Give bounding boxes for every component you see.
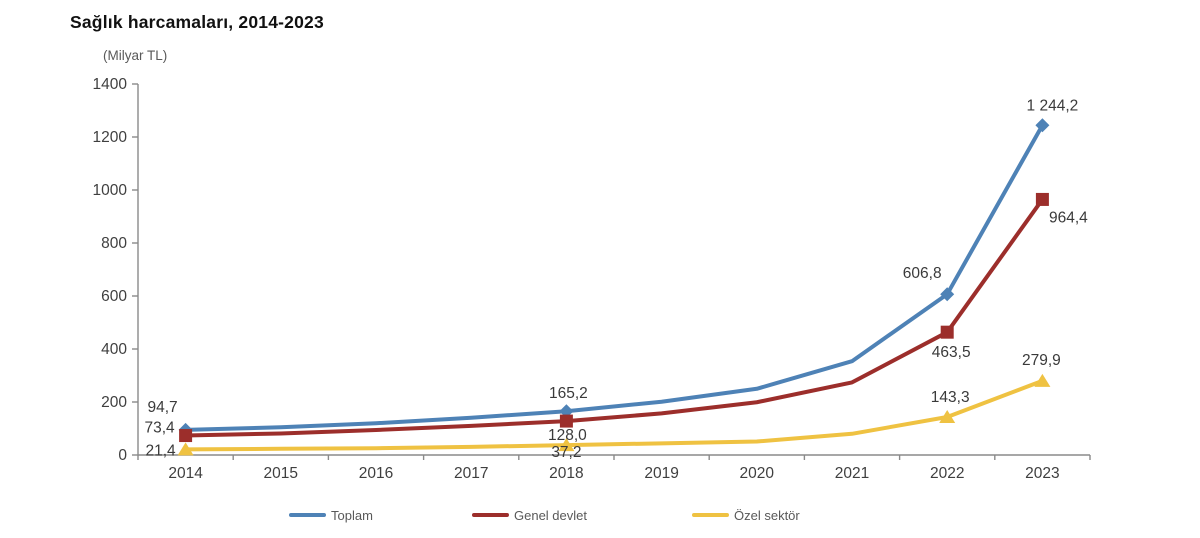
legend-label-toplam: Toplam: [331, 507, 373, 523]
y-axis-tick-label: 800: [101, 235, 127, 252]
x-axis-tick-label: 2015: [264, 465, 298, 482]
data-label: 37,2: [551, 444, 581, 461]
axis-unit-label: (Milyar TL): [103, 48, 168, 63]
series-line-0: [183, 123, 1045, 432]
legend-swatch-toplam: [289, 513, 326, 517]
x-axis-tick-label: 2014: [168, 465, 203, 482]
y-axis-tick-label: 600: [101, 288, 127, 305]
x-axis-tick-label: 2021: [835, 465, 869, 482]
y-axis-tick-label: 1200: [93, 129, 128, 146]
legend-label-ozel-sektor: Özel sektör: [734, 507, 800, 523]
series-line-2: [183, 378, 1045, 452]
legend-item-genel-devlet: Genel devlet: [472, 507, 587, 523]
data-label: 964,4: [1049, 209, 1088, 226]
series-line-1: [183, 197, 1045, 438]
x-axis-tick-label: 2018: [549, 465, 583, 482]
chart-title: Sağlık harcamaları, 2014-2023: [70, 12, 324, 32]
data-label: 94,7: [148, 399, 178, 416]
x-axis-tick-label: 2019: [644, 465, 678, 482]
marker-square: [940, 325, 954, 339]
data-label: 143,3: [931, 389, 970, 406]
data-label: 463,5: [932, 344, 971, 361]
marker-square: [1035, 192, 1049, 206]
legend-swatch-ozel-sektor: [692, 513, 729, 517]
marker-square: [179, 429, 193, 443]
marker-triangle: [558, 438, 575, 452]
legend: Toplam Genel devlet Özel sektör: [0, 507, 1200, 527]
marker-triangle: [939, 410, 956, 424]
legend-label-genel-devlet: Genel devlet: [514, 507, 587, 523]
y-axis-tick-label: 400: [101, 341, 127, 358]
data-label: 279,9: [1022, 352, 1061, 369]
marker-triangle: [177, 442, 194, 456]
marker-diamond: [1035, 118, 1050, 133]
x-axis-tick-label: 2017: [454, 465, 488, 482]
marker-diamond: [940, 287, 955, 302]
data-label: 128,0: [548, 427, 587, 444]
legend-swatch-genel-devlet: [472, 513, 509, 517]
legend-item-toplam: Toplam: [289, 507, 373, 523]
x-axis-tick-label: 2022: [930, 465, 964, 482]
marker-triangle: [1034, 373, 1051, 387]
data-label: 165,2: [549, 385, 588, 402]
data-label: 21,4: [146, 442, 177, 459]
data-label: 606,8: [903, 265, 942, 282]
marker-square: [559, 414, 573, 428]
x-axis-tick-label: 2023: [1025, 465, 1059, 482]
y-axis-tick-label: 1400: [93, 76, 128, 93]
x-axis-tick-label: 2016: [359, 465, 393, 482]
legend-item-ozel-sektor: Özel sektör: [692, 507, 800, 523]
y-axis-tick-label: 1000: [93, 182, 128, 199]
data-label: 1 244,2: [1027, 97, 1079, 114]
data-label: 73,4: [145, 420, 176, 437]
y-axis-tick-label: 0: [118, 447, 127, 464]
y-axis-tick-label: 200: [101, 394, 127, 411]
x-axis-tick-label: 2020: [740, 465, 775, 482]
